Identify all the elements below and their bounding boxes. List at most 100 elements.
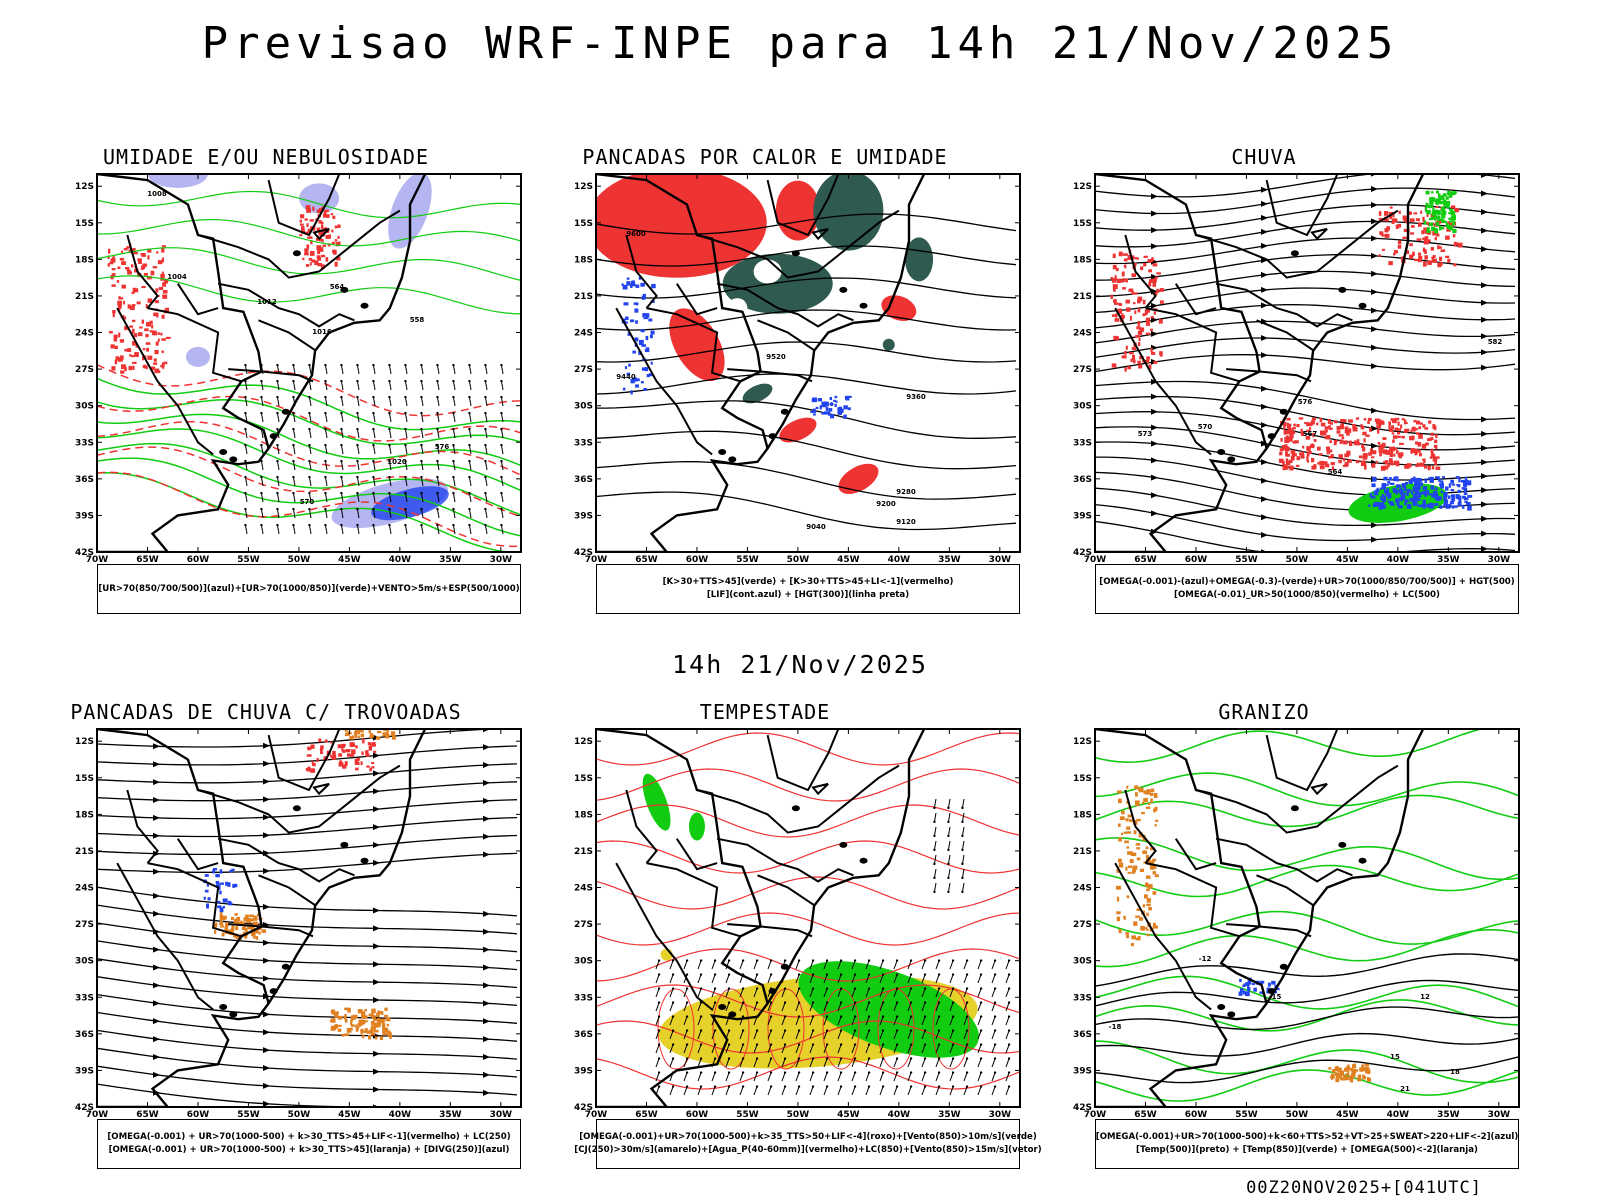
panel-tempestade: TEMPESTADE 12S 15S 18S 21S 24S 27S 30S 33S 36S 39… bbox=[525, 700, 1042, 1180]
lon-tick-label: 55W bbox=[1235, 555, 1258, 565]
panel-title: TEMPESTADE bbox=[699, 700, 831, 724]
lat-tick-label: 39S bbox=[574, 1066, 593, 1076]
lat-tick-label: 42S bbox=[1073, 548, 1092, 558]
lon-tick-label: 35W bbox=[439, 555, 462, 565]
lat-tick-label: 24S bbox=[1073, 884, 1092, 894]
contour-label: 18 bbox=[1450, 1068, 1460, 1076]
lat-tick-label: 21S bbox=[1073, 847, 1092, 857]
contour-label: 9040 bbox=[806, 523, 826, 531]
legend-line: [Temp(500)](preto) + [Temp(850)](verde) … bbox=[1136, 1145, 1478, 1155]
lat-tick-label: 33S bbox=[574, 993, 593, 1003]
lon-tick-label: 30W bbox=[490, 1110, 513, 1120]
lon-tick-label: 30W bbox=[989, 1110, 1012, 1120]
panel-pancadas-calor: PANCADAS POR CALOR E UMIDADE 9600 9520 944… bbox=[525, 145, 1021, 625]
legend-line: [K>30+TTS>45](verde) + [K>30+TTS>45+LI<-… bbox=[662, 577, 954, 587]
lat-tick-label: 24S bbox=[75, 884, 94, 894]
contour-label: 1016 bbox=[312, 328, 332, 336]
lat-tick-label: 18S bbox=[75, 255, 94, 265]
lon-tick-label: 60W bbox=[187, 555, 210, 565]
lat-tick-label: 30S bbox=[1073, 402, 1092, 412]
mid-title: 14h 21/Nov/2025 bbox=[672, 650, 928, 679]
lat-tick-label: 15S bbox=[1073, 219, 1092, 229]
lat-tick-label: 21S bbox=[574, 847, 593, 857]
lat-tick-label: 39S bbox=[574, 511, 593, 521]
lat-tick-label: 30S bbox=[75, 402, 94, 412]
lon-tick-label: 50W bbox=[288, 1110, 311, 1120]
lon-tick-label: 45W bbox=[338, 1110, 361, 1120]
lat-tick-label: 21S bbox=[1073, 292, 1092, 302]
contour-label: 573 bbox=[1138, 430, 1153, 438]
lon-tick-label: 45W bbox=[1336, 555, 1359, 565]
contour-label: 9440 bbox=[616, 373, 636, 381]
map-plot: 576 573 570 567 564 582 12S 15S 18S 21S 24S 27S 30S 3… bbox=[1073, 173, 1520, 565]
lat-tick-label: 36S bbox=[1073, 1030, 1092, 1040]
lat-tick-label: 33S bbox=[75, 993, 94, 1003]
contour-label: 1004 bbox=[167, 273, 187, 281]
legend-box: [OMEGA(-0.001)-(azul)+OMEGA(-0.3)-(verde… bbox=[1095, 564, 1519, 614]
lat-tick-label: 27S bbox=[75, 920, 94, 930]
map-plot: -12 -15 -18 12 15 18 21 12S 15S 18S 21S 24S 27S 30S 33… bbox=[1073, 728, 1520, 1120]
lat-tick-label: 21S bbox=[75, 847, 94, 857]
lon-tick-label: 70W bbox=[86, 1110, 109, 1120]
lat-tick-label: 24S bbox=[574, 329, 593, 339]
lon-tick-label: 40W bbox=[1387, 555, 1410, 565]
contour-label: 570 bbox=[1198, 423, 1213, 431]
legend-line: [OMEGA(-0.01)_UR>50(1000/850)(vermelho) … bbox=[1174, 590, 1440, 600]
lat-tick-label: 18S bbox=[574, 255, 593, 265]
lat-tick-label: 12S bbox=[75, 182, 94, 192]
contour-label: 12 bbox=[1420, 993, 1430, 1001]
map-frame: 1008 1004 1012 1016 1020 576 570 564 558 12S 15S 18… bbox=[75, 173, 522, 569]
contour-label: 1012 bbox=[257, 298, 277, 306]
lat-tick-label: 30S bbox=[574, 402, 593, 412]
lon-tick-label: 45W bbox=[837, 1110, 860, 1120]
lon-tick-label: 50W bbox=[1286, 1110, 1309, 1120]
lon-tick-label: 70W bbox=[1084, 555, 1107, 565]
lon-tick-label: 70W bbox=[1084, 1110, 1107, 1120]
lat-tick-label: 39S bbox=[1073, 511, 1092, 521]
map-frame: 576 573 570 567 564 582 12S 15S 18S 21S 24S 27S 30S 3… bbox=[1073, 173, 1520, 569]
lat-tick-label: 27S bbox=[75, 365, 94, 375]
lat-tick-label: 12S bbox=[1073, 182, 1092, 192]
lat-tick-label: 36S bbox=[75, 1030, 94, 1040]
lon-tick-label: 60W bbox=[686, 1110, 709, 1120]
lat-tick-label: 42S bbox=[75, 548, 94, 558]
legend-line: [OMEGA(-0.001) + UR>70(1000-500) + k>30_… bbox=[108, 1145, 510, 1155]
lon-tick-label: 50W bbox=[787, 555, 810, 565]
lon-tick-label: 40W bbox=[888, 1110, 911, 1120]
legend-box: [OMEGA(-0.001)+UR>70(1000-500)+k>35_TTS>… bbox=[574, 1119, 1042, 1169]
panel-umidade: UMIDADE E/OU NEBULOSIDADE 1008 1004 1012 10… bbox=[26, 145, 522, 625]
lon-tick-label: 35W bbox=[1437, 555, 1460, 565]
panel-title: PANCADAS DE CHUVA C/ TROVOADAS bbox=[70, 700, 462, 724]
legend-line: [OMEGA(-0.001)+UR>70(1000-500)+k>35_TTS>… bbox=[579, 1132, 1037, 1142]
contour-label: 9200 bbox=[876, 500, 896, 508]
contour-label: 21 bbox=[1400, 1085, 1410, 1093]
lon-tick-label: 60W bbox=[686, 555, 709, 565]
map-frame: -12 -15 -18 12 15 18 21 12S 15S 18S 21S 24S 27S 30S 33… bbox=[1073, 728, 1520, 1124]
map-plot: 1008 1004 1012 1016 1020 576 570 564 558 12S 15S 18… bbox=[75, 173, 522, 565]
lat-tick-label: 24S bbox=[75, 329, 94, 339]
lon-tick-label: 45W bbox=[1336, 1110, 1359, 1120]
contour-label: 15 bbox=[1390, 1053, 1400, 1061]
lat-tick-label: 33S bbox=[75, 438, 94, 448]
lon-tick-label: 55W bbox=[237, 555, 260, 565]
legend-box: [OMEGA(-0.001)+UR>70(1000-500)+k<60+TTS>… bbox=[1095, 1119, 1519, 1169]
legend-line: [OMEGA(-0.001)-(azul)+OMEGA(-0.3)-(verde… bbox=[1099, 577, 1515, 587]
lat-tick-label: 39S bbox=[1073, 1066, 1092, 1076]
lat-tick-label: 15S bbox=[1073, 774, 1092, 784]
legend-line: [OMEGA(-0.001)+UR>70(1000-500)+k<60+TTS>… bbox=[1095, 1132, 1519, 1142]
lat-tick-label: 36S bbox=[574, 1030, 593, 1040]
lat-tick-label: 21S bbox=[574, 292, 593, 302]
lat-tick-label: 30S bbox=[574, 957, 593, 967]
panel-title: CHUVA bbox=[1231, 145, 1297, 169]
lat-tick-label: 15S bbox=[574, 219, 593, 229]
run-timestamp: 00Z20NOV2025+[041UTC] bbox=[1246, 1178, 1482, 1198]
lat-tick-label: 18S bbox=[1073, 255, 1092, 265]
map-frame: 12S 15S 18S 21S 24S 27S 30S 33S 36S 39S 42S 70W 65W 6… bbox=[574, 728, 1021, 1124]
lat-tick-label: 15S bbox=[75, 219, 94, 229]
lon-tick-label: 30W bbox=[1488, 1110, 1511, 1120]
legend-line: [CJ(250)>30m/s](amarelo)+[Agua_P(40-60mm… bbox=[574, 1145, 1042, 1155]
lat-tick-label: 12S bbox=[574, 182, 593, 192]
contour-label: 567 bbox=[1303, 430, 1318, 438]
lon-tick-label: 70W bbox=[585, 1110, 608, 1120]
